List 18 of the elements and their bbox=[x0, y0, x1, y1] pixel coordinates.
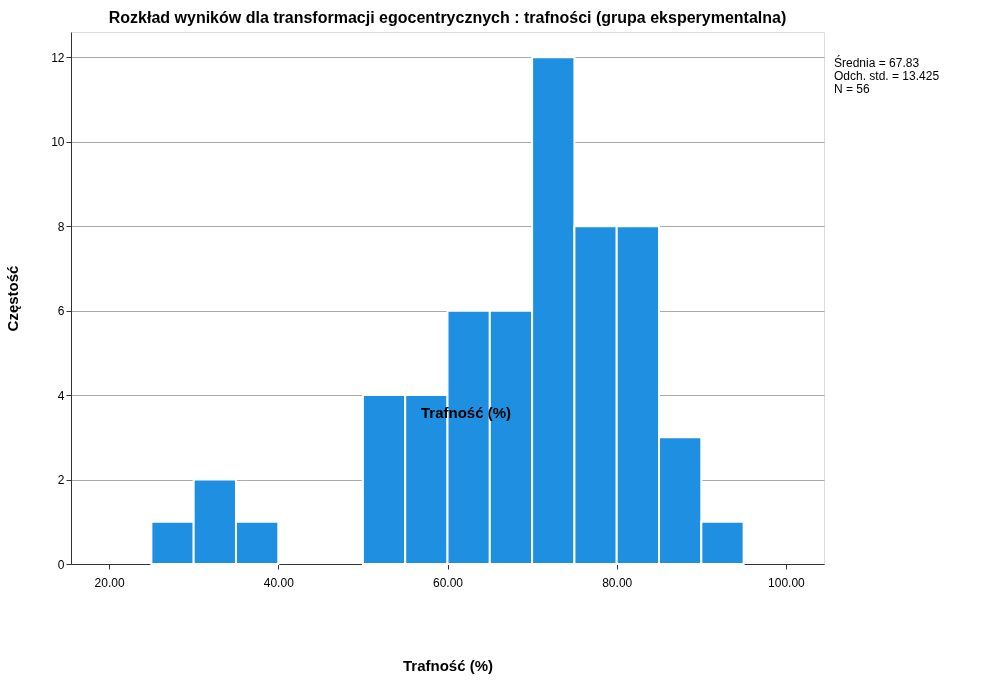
text: Odch. std. = 13.425 bbox=[834, 69, 940, 83]
chart-title: Rozkład wyników dla transformacji egocentrycznych : trafności (grupa eksperymentalna) bbox=[108, 9, 787, 26]
y-tick-label: 6 bbox=[57, 304, 65, 319]
y-tick-label: 0 bbox=[57, 557, 65, 572]
x-tick-label: 80.00 bbox=[602, 575, 633, 590]
x-axis-title: Trafność (%) bbox=[402, 656, 494, 674]
x-tick-label: 20.00 bbox=[94, 575, 125, 590]
x-tick-label: 60.00 bbox=[432, 575, 464, 590]
x-tick-label: 100.00 bbox=[768, 575, 806, 590]
y-tick-label: 12 bbox=[51, 50, 65, 65]
text: Średnia = 67.83 bbox=[834, 55, 920, 70]
text: N = 56 bbox=[834, 82, 871, 96]
x-tick-label: 40.00 bbox=[263, 575, 295, 590]
y-tick-label: 2 bbox=[57, 473, 65, 488]
y-axis-title: Częstość bbox=[4, 265, 22, 332]
y-tick-label: 4 bbox=[57, 388, 65, 403]
y-tick-label: 10 bbox=[51, 135, 65, 150]
y-tick-label: 8 bbox=[57, 219, 65, 234]
